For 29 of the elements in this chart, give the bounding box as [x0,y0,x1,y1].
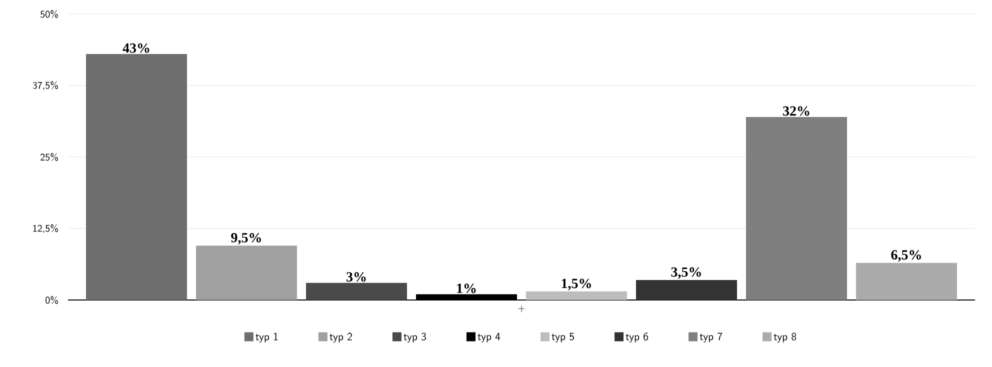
legend-label: typ 7 [700,332,722,342]
data-label: 43% [122,43,150,53]
bar [636,280,738,300]
legend-label: typ 5 [552,332,574,342]
data-label: 6,5% [891,250,921,262]
y-tick-label: 25% [40,152,58,162]
data-label: 32% [783,106,810,116]
data-label: 3% [346,272,366,282]
y-tick-label: 12,5% [33,224,58,233]
legend-label: typ 4 [478,332,500,342]
legend-label: typ 6 [626,332,648,342]
data-label: 3,5% [671,267,701,279]
legend-label: typ 2 [330,332,352,342]
legend-label: typ 3 [404,332,426,342]
bar [526,291,628,300]
legend-label: typ 8 [774,332,796,342]
x-tick-label: + [518,306,525,312]
bar [86,54,187,300]
legend-label: typ 1 [256,332,278,342]
bar [746,116,848,300]
bar [306,282,408,300]
y-tick-label: 50% [40,10,58,18]
data-label: 1% [457,284,476,294]
data-label: 9,5% [231,232,261,244]
y-tick-label: 37,5% [32,81,58,90]
bar [196,246,298,300]
bar [856,262,958,300]
data-label: 1,5% [562,278,591,290]
y-tick-label: 0% [46,296,58,304]
